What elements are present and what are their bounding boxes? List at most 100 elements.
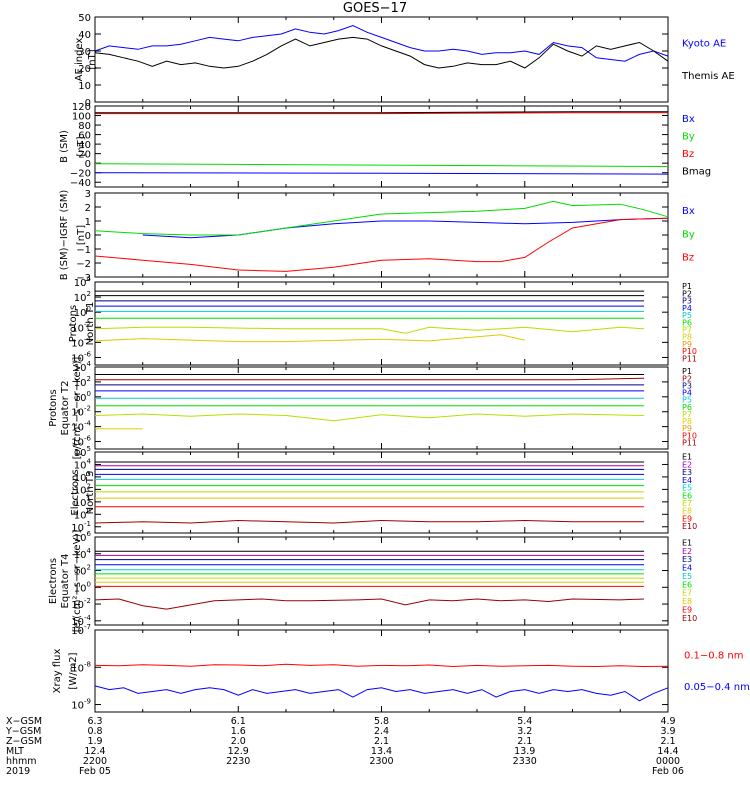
y-axis-label: North T3 — [85, 471, 96, 515]
ephemeris-value: 3.2 — [517, 726, 532, 737]
legend-entry: P2 — [682, 289, 692, 298]
legend-entry: By — [682, 229, 695, 240]
y-axis-label: [nT] — [76, 136, 87, 156]
ephemeris-value: 2.1 — [374, 736, 389, 747]
series-by-line — [94, 200, 669, 236]
legend-entry: P6 — [682, 318, 692, 327]
ephemeris-value: 2200 — [83, 756, 107, 767]
y-tick-label: 10-9 — [71, 698, 91, 712]
y-tick-label: −2 — [76, 259, 91, 270]
legend-entry: E7 — [682, 499, 692, 508]
series-p2-line — [95, 377, 645, 381]
y-axis-label: [W/m2] — [68, 652, 79, 689]
y-tick-exponent: -9 — [84, 698, 91, 706]
legend-entry: Kyoto AE — [682, 38, 726, 49]
legend-entry: E1 — [682, 453, 692, 462]
y-tick-label: 0 — [85, 159, 91, 170]
legend-entry: P9 — [682, 340, 692, 349]
legend-entry: P4 — [682, 304, 692, 313]
series-e10-line — [94, 519, 645, 524]
legend-entry: 0.05−0.4 nm — [684, 682, 750, 693]
y-tick-exponent: -4 — [84, 614, 92, 622]
panel-1: 0 10 20 30 40 50 AE index [nT] Kyoto AE Themis AE — [74, 13, 735, 109]
ephemeris-value: 2300 — [369, 756, 393, 767]
legend-entry: E6 — [682, 491, 692, 500]
legend-entry: E5 — [682, 484, 692, 493]
y-tick-exponent: -6 — [84, 435, 92, 443]
panel-3: −3 −2 −1 0 1 2 3 B (SM)−IGRF (SM) [nT] Bx By Bz — [59, 189, 695, 284]
y-tick-label: −3 — [76, 273, 91, 284]
legend-entry: E10 — [682, 522, 697, 531]
legend-entry: E4 — [682, 476, 692, 485]
y-tick-label: 40 — [78, 30, 91, 41]
legend-entry: E8 — [682, 507, 692, 516]
y-axis-label: [nT] — [76, 225, 87, 245]
ephemeris-table: X−GSM 6.3 6.1 5.8 5.4 4.9 Y−GSM 0.8 1.6 2.4 3.2 3.9… — [5, 716, 684, 777]
legend-entry: E9 — [682, 605, 692, 614]
legend-entry: E5 — [682, 572, 692, 581]
ephemeris-value: 2.0 — [231, 736, 246, 747]
ephemeris-row-label: X−GSM — [6, 716, 42, 727]
y-tick-exponent: 0 — [87, 390, 91, 398]
y-tick-exponent: 0 — [87, 305, 91, 313]
y-tick-exponent: -1 — [84, 520, 91, 528]
ephemeris-value: 12.9 — [228, 746, 249, 757]
ephemeris-row-label: 2019 — [6, 766, 30, 777]
ephemeris-value: 5.4 — [517, 716, 532, 727]
y-tick-exponent: 2 — [87, 290, 91, 298]
legend-entry: P11 — [682, 354, 697, 363]
legend-entry: Themis AE — [681, 71, 735, 82]
legend-entry: P1 — [682, 282, 692, 291]
y-axis-label: Xray flux — [52, 649, 63, 694]
y-tick-exponent: -8 — [84, 660, 91, 668]
panel-frame — [94, 629, 669, 713]
legend-entry: P10 — [682, 431, 697, 440]
y-axis-label: Electrons — [48, 558, 59, 604]
series-bmag-line — [95, 111, 668, 114]
y-tick-label: 1 — [85, 217, 91, 228]
y-tick-label: 50 — [78, 13, 91, 24]
ephemeris-value: 1.9 — [87, 736, 102, 747]
y-tick-label: 2 — [85, 203, 91, 214]
legend-entry: Bx — [682, 206, 695, 217]
ephemeris-value: 12.4 — [84, 746, 105, 757]
y-tick-label: −40 — [70, 178, 91, 189]
y-tick-exponent: -4 — [84, 420, 92, 428]
plot-title: GOES−17 — [343, 1, 407, 16]
ephemeris-value: 6.1 — [231, 716, 246, 727]
y-tick-label: −1 — [76, 245, 91, 256]
legend-entry: P3 — [682, 381, 692, 390]
legend-entry: E10 — [682, 614, 697, 623]
y-tick-label: 0 — [85, 98, 91, 109]
legend-entry: 0.1−0.8 nm — [684, 650, 743, 661]
series-bx-line — [94, 172, 669, 175]
y-tick-exponent: 4 — [87, 360, 92, 368]
ephemeris-value: 6.3 — [87, 716, 102, 727]
legend-entry: By — [682, 131, 695, 142]
legend-entry: P3 — [682, 297, 692, 306]
legend-entry: E6 — [682, 580, 692, 589]
series-0-1-0-8-nm-line — [94, 663, 669, 668]
legend-entry: P10 — [682, 347, 697, 356]
legend-entry: Bz — [682, 149, 694, 160]
panel-frame — [94, 536, 669, 626]
series-bz-line — [95, 112, 668, 115]
y-axis-label: Protons — [68, 305, 79, 342]
ephemeris-row-label: Y−GSM — [5, 726, 41, 737]
legend-entry: P8 — [682, 333, 692, 342]
legend-entry: Bx — [682, 114, 695, 125]
ephemeris-value: 13.9 — [514, 746, 535, 757]
legend-entry: E9 — [682, 514, 692, 523]
y-tick-label: 0 — [85, 231, 91, 242]
series-p7-line — [94, 326, 645, 334]
y-tick-label: 20 — [78, 64, 91, 75]
ephemeris-value: 4.9 — [660, 716, 675, 727]
